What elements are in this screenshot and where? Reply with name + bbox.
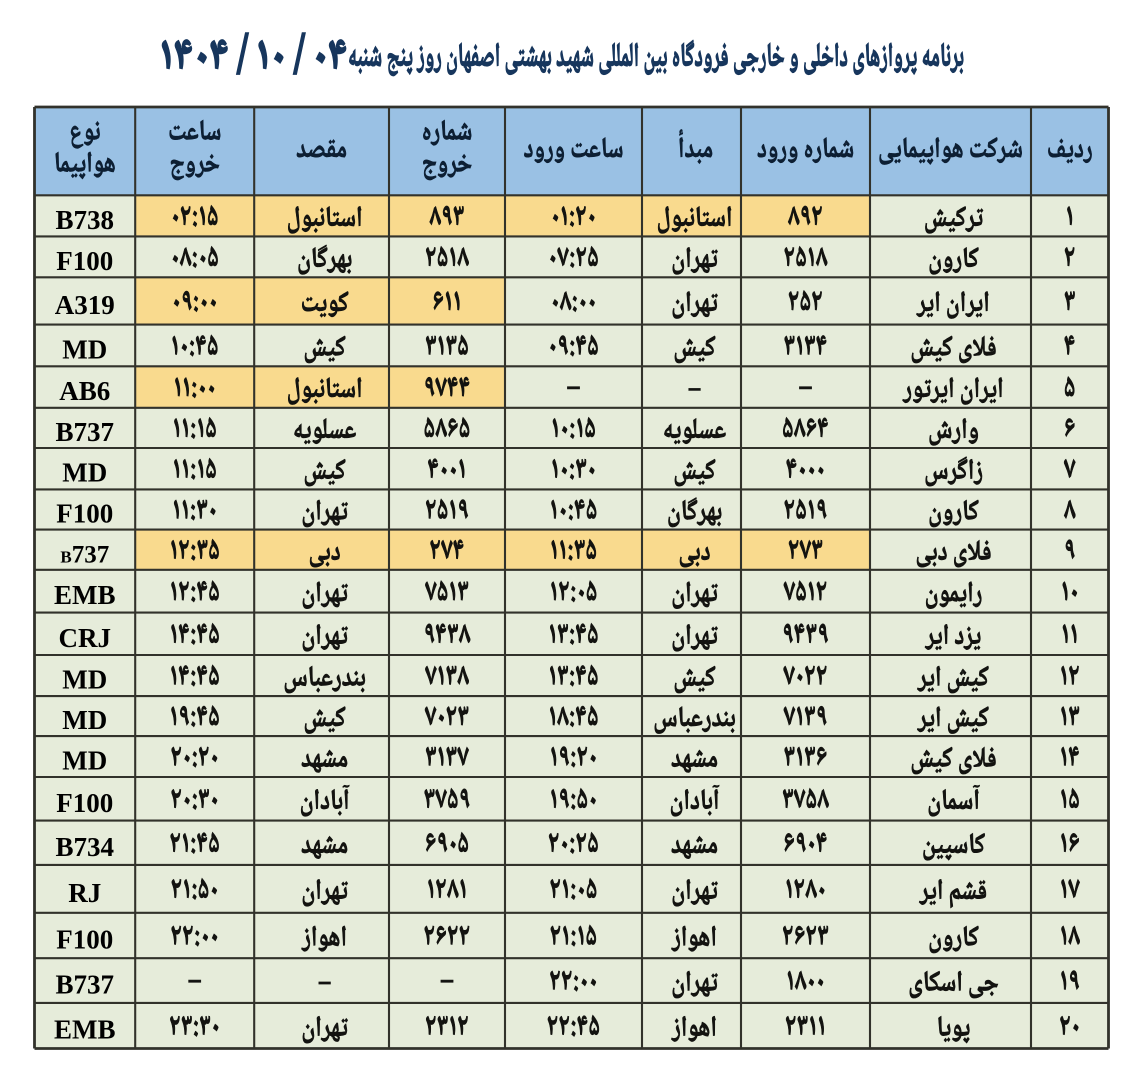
svg-text:B737: B737 (56, 417, 115, 447)
svg-text:EMB: EMB (54, 580, 116, 610)
svg-text:F100: F100 (56, 499, 113, 529)
svg-text:F100: F100 (56, 246, 113, 276)
svg-text:B734: B734 (56, 832, 115, 862)
svg-text:B737: B737 (56, 970, 115, 1000)
svg-text:A319: A319 (55, 290, 115, 320)
svg-text:F100: F100 (56, 788, 113, 818)
svg-text:RJ: RJ (68, 878, 101, 908)
svg-text:AB6: AB6 (59, 376, 110, 406)
svg-text:CRJ: CRJ (59, 623, 112, 653)
svg-text:MD: MD (62, 665, 107, 695)
svg-text:MD: MD (62, 335, 107, 365)
svg-text:MD: MD (62, 746, 107, 776)
svg-text:B738: B738 (56, 205, 115, 235)
svg-text:MD: MD (62, 705, 107, 735)
svg-text:EMB: EMB (54, 1015, 116, 1045)
svg-text:F100: F100 (56, 925, 113, 955)
svg-text:MD: MD (62, 458, 107, 488)
